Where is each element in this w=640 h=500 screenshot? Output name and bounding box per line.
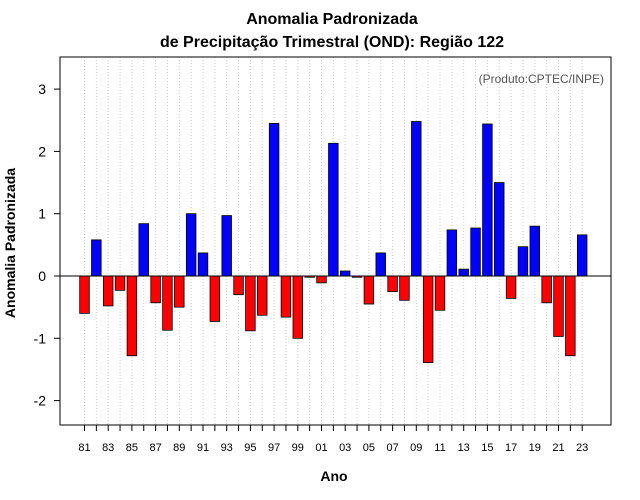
plot-frame bbox=[59, 56, 612, 426]
bar-09 bbox=[411, 121, 422, 277]
y-tick-label: 0 bbox=[38, 268, 46, 284]
bar-14 bbox=[470, 227, 481, 277]
bar-13 bbox=[458, 268, 469, 277]
y-axis: -2 -1 0 1 2 3 bbox=[34, 81, 60, 409]
y-tick-label: -1 bbox=[34, 330, 47, 346]
x-tick-label: 85 bbox=[126, 442, 138, 454]
x-tick-label: 15 bbox=[481, 442, 493, 454]
x-tick-label: 07 bbox=[386, 442, 398, 454]
bar-84 bbox=[114, 275, 126, 291]
credit-text: (Produto:CPTEC/INPE) bbox=[479, 72, 604, 86]
bar-95 bbox=[245, 275, 256, 332]
x-tick-label: 83 bbox=[102, 442, 114, 454]
x-tick-label: 23 bbox=[576, 442, 588, 454]
bar-98 bbox=[280, 275, 292, 318]
bar-10 bbox=[422, 275, 434, 363]
bar-16 bbox=[494, 182, 505, 277]
x-tick-label: 05 bbox=[363, 442, 375, 454]
bar-01 bbox=[316, 275, 327, 284]
bar-82 bbox=[91, 239, 102, 277]
bar-19 bbox=[529, 225, 541, 277]
bar-89 bbox=[174, 275, 185, 308]
x-tick-label: 93 bbox=[221, 442, 233, 454]
bar-17 bbox=[505, 275, 517, 299]
bar-series bbox=[79, 121, 588, 363]
y-tick-label: 1 bbox=[38, 206, 46, 222]
bar-97 bbox=[268, 122, 280, 277]
x-tick-label: 21 bbox=[552, 442, 564, 454]
bar-08 bbox=[399, 275, 410, 301]
bar-23 bbox=[577, 234, 588, 277]
bar-90 bbox=[185, 213, 197, 277]
bar-22 bbox=[565, 275, 576, 357]
x-tick-label: 09 bbox=[410, 442, 422, 454]
bar-81 bbox=[79, 275, 90, 314]
x-tick-label: 89 bbox=[173, 442, 185, 454]
x-tick-label: 91 bbox=[197, 442, 209, 454]
y-tick-label: 2 bbox=[38, 143, 46, 159]
chart-title: Anomalia Padronizada bbox=[246, 11, 418, 28]
bar-85 bbox=[126, 275, 138, 357]
bar-15 bbox=[482, 123, 493, 277]
bar-11 bbox=[434, 275, 446, 311]
bar-07 bbox=[387, 275, 398, 292]
x-tick-label: 01 bbox=[315, 442, 327, 454]
x-tick-label: 17 bbox=[505, 442, 517, 454]
bar-92 bbox=[209, 275, 221, 322]
x-tick-label: 97 bbox=[268, 442, 280, 454]
bar-03 bbox=[339, 270, 351, 277]
bar-86 bbox=[138, 223, 149, 277]
x-tick-label: 87 bbox=[149, 442, 161, 454]
bar-94 bbox=[233, 275, 244, 296]
bar-12 bbox=[446, 229, 458, 277]
bar-83 bbox=[103, 275, 114, 307]
bar-96 bbox=[257, 275, 268, 316]
bar-06 bbox=[375, 252, 386, 277]
bar-91 bbox=[197, 252, 209, 277]
x-axis: 81 83 85 87 89 91 93 95 97 99 01 03 05 07 09 11 13 15 17 19… bbox=[78, 425, 588, 454]
x-tick-label: 99 bbox=[292, 442, 304, 454]
bar-20 bbox=[541, 275, 552, 304]
bar-93 bbox=[221, 215, 232, 277]
y-tick-label: -2 bbox=[34, 393, 47, 409]
bar-18 bbox=[517, 246, 529, 277]
x-tick-label: 81 bbox=[78, 442, 90, 454]
bar-02 bbox=[328, 142, 339, 277]
bar-05 bbox=[363, 275, 375, 305]
chart-subtitle: de Precipitação Trimestral (OND): Região… bbox=[160, 34, 504, 51]
x-axis-title: Ano bbox=[320, 468, 347, 484]
bar-87 bbox=[150, 275, 161, 304]
y-tick-label: 3 bbox=[38, 81, 46, 97]
x-tick-label: 19 bbox=[529, 442, 541, 454]
y-axis-title: Anomalia Padronizada bbox=[2, 168, 18, 318]
bar-21 bbox=[553, 275, 564, 337]
x-tick-label: 11 bbox=[434, 442, 445, 454]
x-tick-label: 03 bbox=[339, 442, 351, 454]
bar-99 bbox=[292, 275, 304, 339]
x-tick-label: 13 bbox=[458, 442, 470, 454]
x-tick-label: 95 bbox=[244, 442, 256, 454]
bar-88 bbox=[162, 275, 173, 331]
